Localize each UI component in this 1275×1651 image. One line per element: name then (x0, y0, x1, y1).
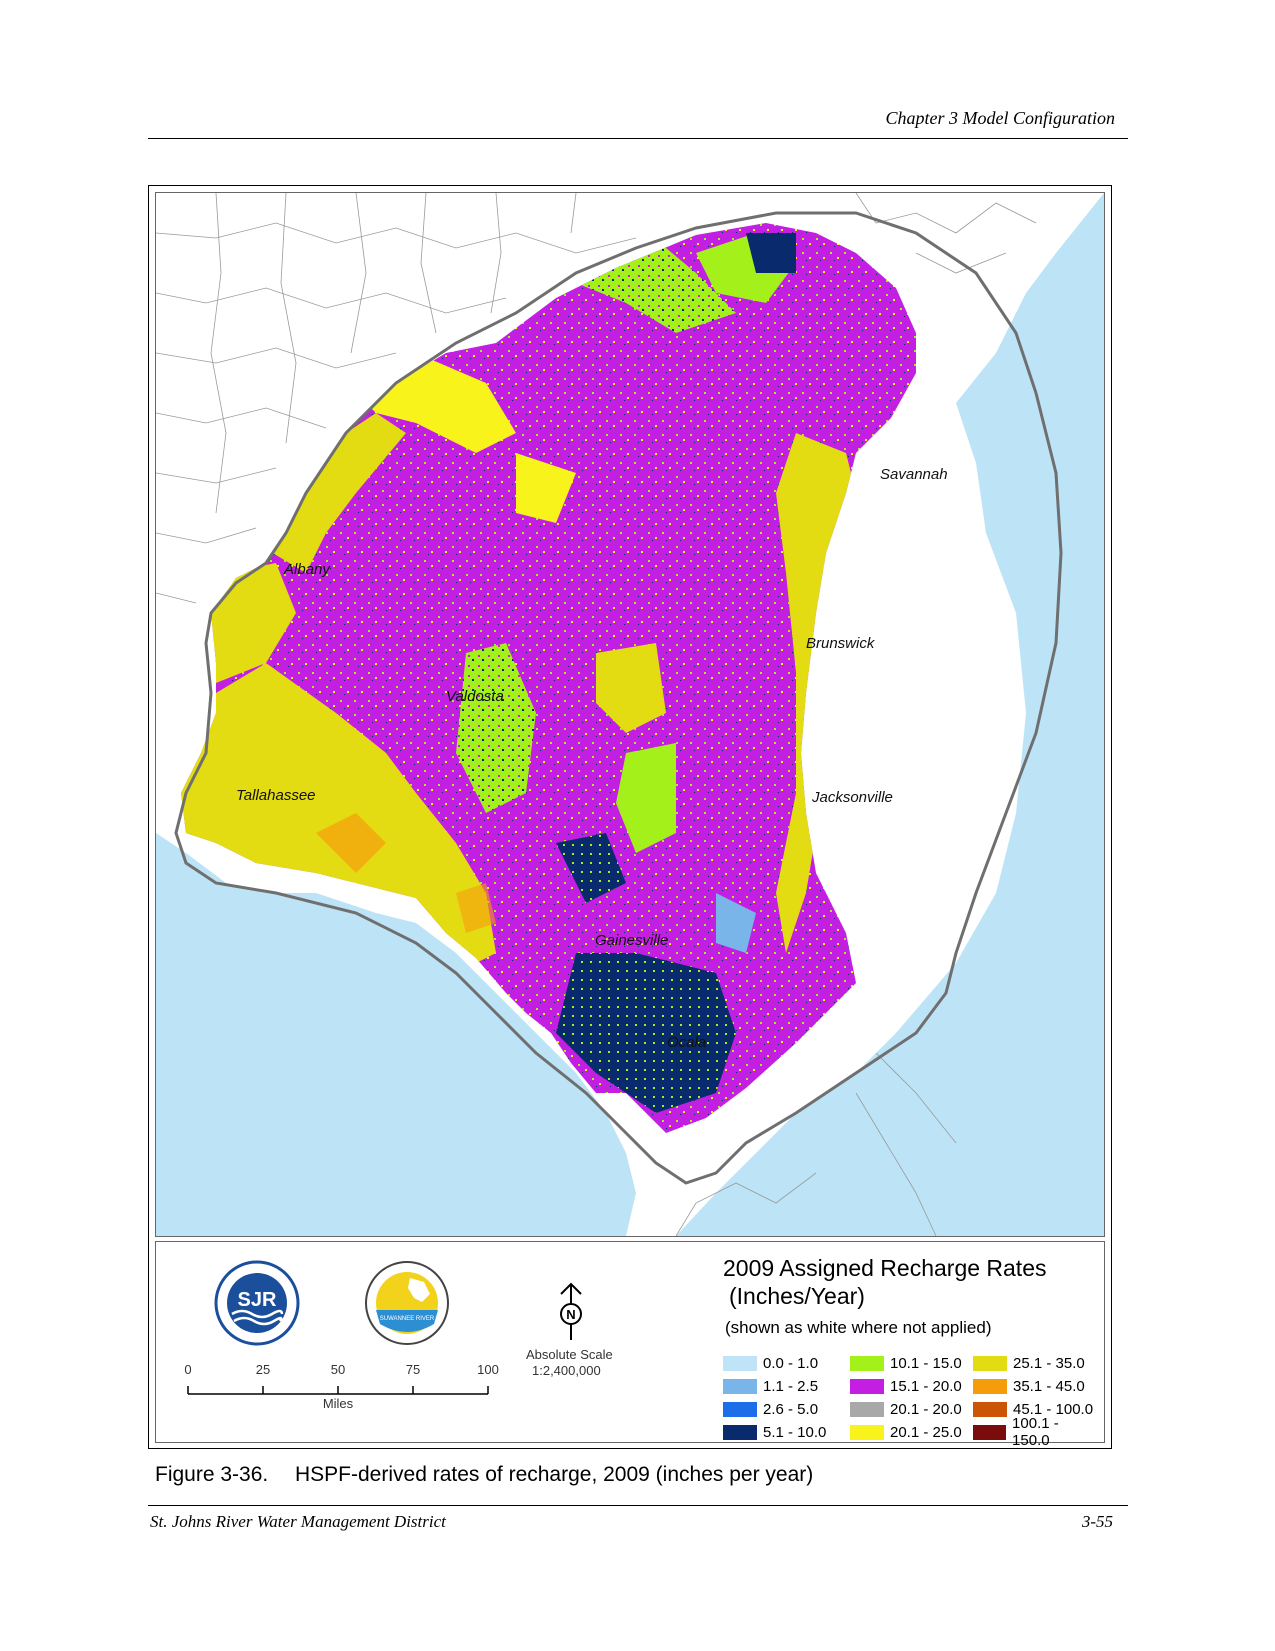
legend-label: 25.1 - 35.0 (1013, 1354, 1085, 1372)
scale-tick-0: 0 (184, 1362, 192, 1377)
legend-item: 20.1 - 20.0 (850, 1399, 962, 1419)
legend-item: 2.6 - 5.0 (723, 1399, 818, 1419)
legend-items: 0.0 - 1.0 1.1 - 2.5 2.6 - 5.0 5.1 - 10.0… (723, 1353, 1098, 1449)
legend-item: 1.1 - 2.5 (723, 1376, 818, 1396)
absolute-scale-value: 1:2,400,000 (532, 1363, 601, 1378)
legend-item: 15.1 - 20.0 (850, 1376, 962, 1396)
svg-text:SJR: SJR (238, 1289, 277, 1311)
scale-tick-50: 50 (330, 1362, 346, 1377)
recharge-map: Savannah Albany Brunswick Valdosta Talla… (155, 192, 1105, 1237)
legend-swatch (850, 1401, 884, 1417)
city-label-tallahassee: Tallahassee (236, 787, 316, 804)
legend-item: 5.1 - 10.0 (723, 1422, 826, 1442)
legend-swatch (723, 1355, 757, 1371)
scale-bar-line (187, 1386, 489, 1395)
figure-frame: Savannah Albany Brunswick Valdosta Talla… (148, 185, 1112, 1449)
sjrwmd-logo: SJR (214, 1260, 300, 1346)
city-label-valdosta: Valdosta (446, 688, 504, 705)
legend-item: 35.1 - 45.0 (973, 1376, 1085, 1396)
footer-rule (148, 1505, 1128, 1506)
scale-unit-label: Miles (322, 1396, 354, 1411)
legend-label: 5.1 - 10.0 (763, 1423, 827, 1441)
absolute-scale-label: Absolute Scale (526, 1347, 613, 1362)
footer-page-number: 3-55 (1081, 1512, 1113, 1531)
scale-tick-100: 100 (477, 1362, 499, 1377)
page-header-chapter: Chapter 3 Model Configuration (885, 108, 1116, 128)
legend-title-line1: 2009 Assigned Recharge Rates (723, 1255, 1047, 1281)
figure-caption-text: HSPF-derived rates of recharge, 2009 (in… (295, 1463, 814, 1486)
legend-label: 15.1 - 20.0 (890, 1377, 962, 1395)
legend-label: 20.1 - 25.0 (890, 1423, 962, 1441)
legend-label: 1.1 - 2.5 (763, 1377, 819, 1395)
legend-item: 25.1 - 35.0 (973, 1353, 1085, 1373)
legend-note: (shown as white where not applied) (725, 1318, 992, 1337)
city-label-brunswick: Brunswick (806, 635, 876, 652)
legend-swatch (973, 1424, 1007, 1440)
footer-organization: St. Johns River Water Management Distric… (150, 1512, 446, 1531)
legend-swatch (973, 1355, 1007, 1371)
legend-swatch (723, 1401, 757, 1417)
legend-label: 0.0 - 1.0 (763, 1354, 819, 1372)
city-label-jacksonville: Jacksonville (811, 789, 893, 806)
legend-label: 100.1 - 150.0 (1012, 1415, 1059, 1449)
legend-item: 20.1 - 25.0 (850, 1422, 962, 1442)
legend-swatch (973, 1401, 1007, 1417)
city-label-savannah: Savannah (880, 466, 948, 483)
header-rule (148, 138, 1128, 139)
legend-item: 100.1 - 150.0 (973, 1415, 1098, 1449)
city-label-gainesville: Gainesville (595, 932, 668, 949)
srwmd-logo: SUWANNEE RIVER (365, 1261, 449, 1345)
county-lines (156, 193, 1037, 1236)
map-svg: Savannah Albany Brunswick Valdosta Talla… (156, 193, 1104, 1236)
legend-title-line2: (Inches/Year) (729, 1283, 865, 1309)
legend-swatch (850, 1424, 884, 1440)
legend-swatch (850, 1355, 884, 1371)
legend-label: 45.1 - 100.0 (1013, 1400, 1094, 1418)
legend-swatch (723, 1424, 757, 1440)
absolute-scale: Absolute Scale 1:2,400,000 (526, 1347, 613, 1379)
figure-caption: Figure 3-36. HSPF-derived rates of rechar… (155, 1463, 813, 1487)
legend-swatch (723, 1378, 757, 1394)
svg-text:SUWANNEE RIVER: SUWANNEE RIVER (380, 1316, 435, 1322)
legend-label: 35.1 - 45.0 (1013, 1377, 1085, 1395)
figure-number: Figure 3-36. (155, 1463, 269, 1486)
svg-text:N: N (566, 1307, 575, 1322)
legend-label: 2.6 - 5.0 (763, 1400, 819, 1418)
atlantic-ocean (676, 193, 1104, 1236)
legend-swatch (973, 1378, 1007, 1394)
model-boundary (174, 211, 1063, 1185)
legend-item: 0.0 - 1.0 (723, 1353, 818, 1373)
gulf-of-mexico (156, 833, 636, 1236)
legend-title: 2009 Assigned Recharge Rates (Inches/Yea… (723, 1254, 1047, 1310)
map-legend-panel: SJR SUWANNEE RIVER 0 25 50 7 (155, 1241, 1105, 1449)
legend-label: 20.1 - 20.0 (890, 1400, 962, 1418)
north-arrow-icon: N (560, 1282, 582, 1340)
legend-item: 45.1 - 100.0 (973, 1399, 1093, 1419)
city-label-ocala: Ocala (667, 1034, 706, 1051)
city-label-albany: Albany (283, 561, 331, 578)
scale-tick-75: 75 (405, 1362, 421, 1377)
legend-swatch (850, 1378, 884, 1394)
legend-item: 10.1 - 15.0 (850, 1353, 962, 1373)
scale-bar: 0 25 50 75 100 Miles (184, 1362, 506, 1422)
scale-tick-25: 25 (255, 1362, 271, 1377)
legend-label: 10.1 - 15.0 (890, 1354, 962, 1372)
